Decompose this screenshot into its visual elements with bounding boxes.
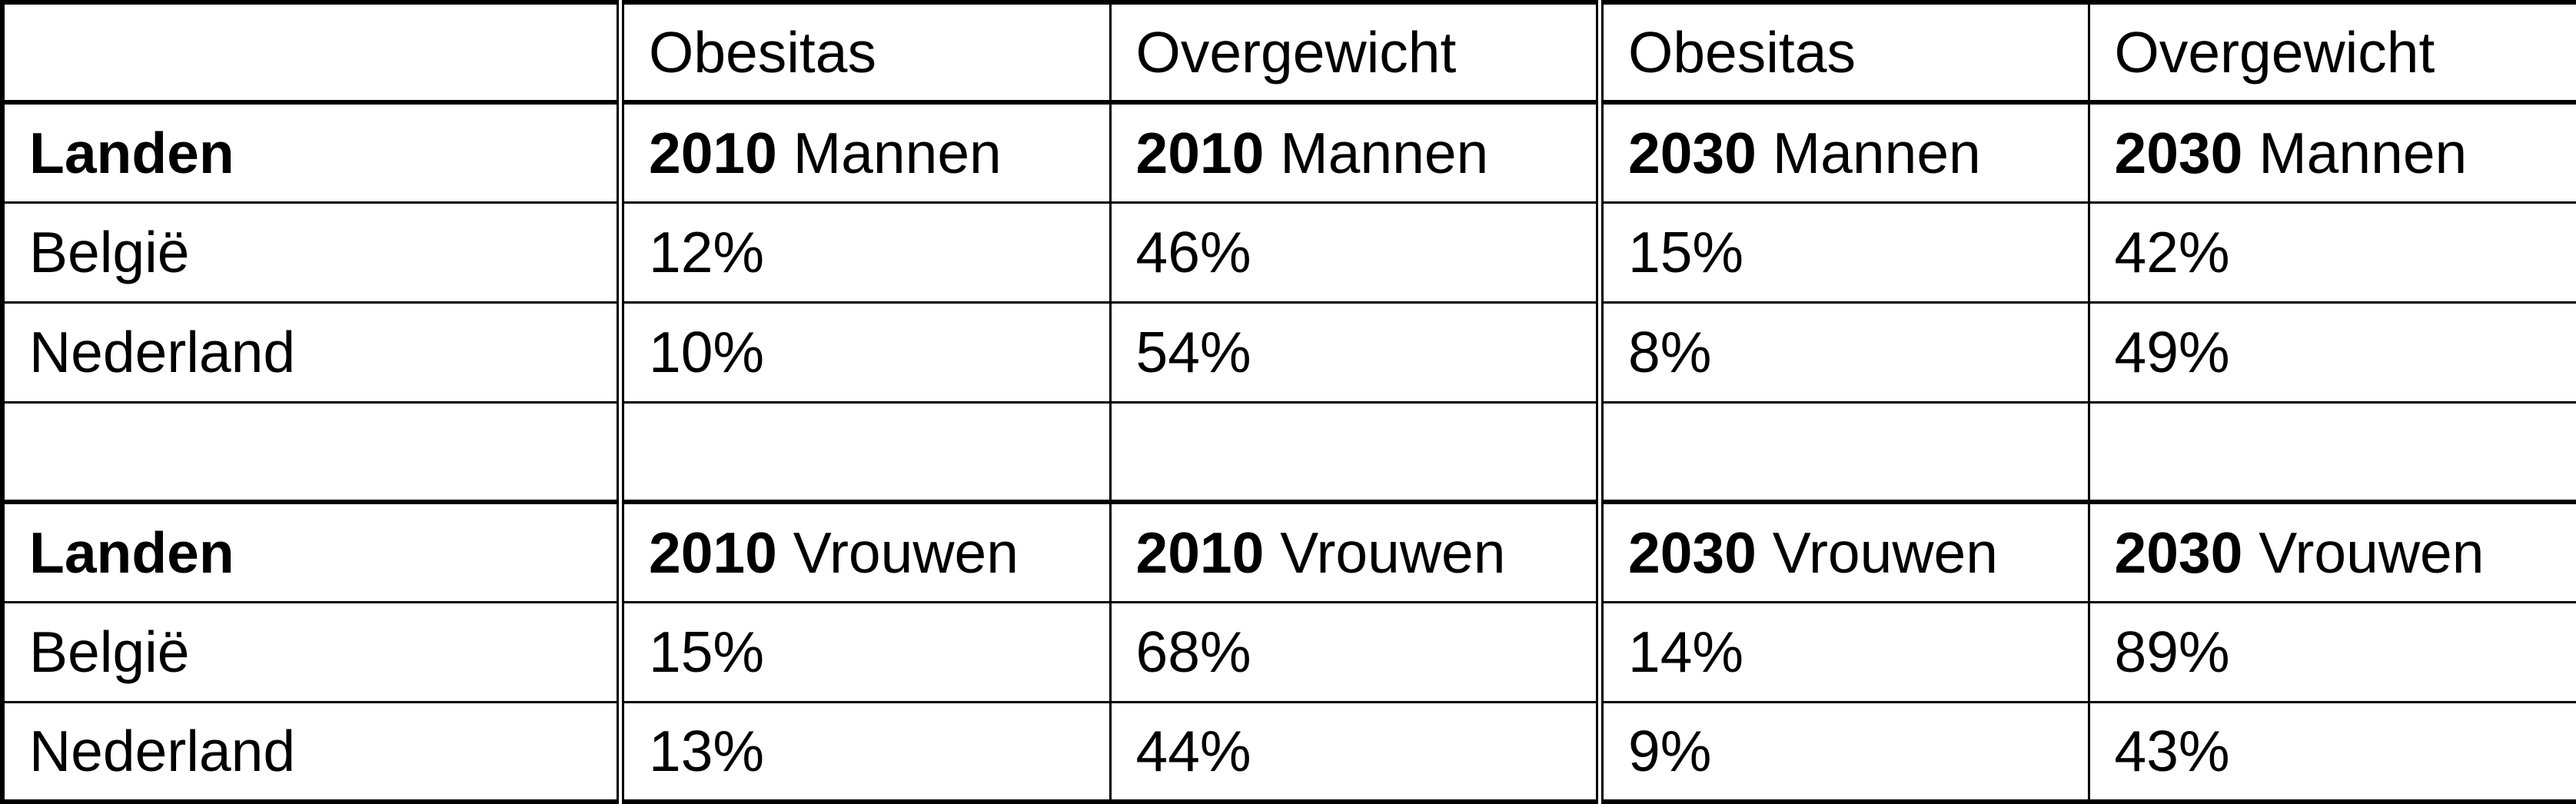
women-2010-overgewicht-header-cell: 2010 Vrouwen (1109, 500, 1601, 603)
group-label: Vrouwen (793, 520, 1019, 585)
year-label: 2030 (1628, 520, 1757, 585)
men-2030-overgewicht-header-cell: 2030 Mannen (2087, 100, 2576, 204)
value-cell: 15% (1596, 201, 2090, 304)
value-cell: 10% (617, 301, 1112, 404)
value-cell: 42% (2087, 201, 2576, 304)
landen-header-cell: Landen (1, 100, 622, 204)
value-cell: 46% (1109, 201, 1601, 304)
empty-corner-cell (1, 1, 622, 104)
year-label: 2010 (1135, 520, 1265, 585)
year-label: 2010 (1135, 120, 1265, 185)
empty-cell (1109, 400, 1601, 503)
value-cell: 15% (617, 600, 1112, 703)
country-cell: België (1, 600, 622, 703)
value-cell: 43% (2087, 700, 2576, 803)
empty-cell (617, 400, 1112, 503)
header-cell-overgewicht-2010: Overgewicht (1109, 1, 1601, 104)
header-cell-obesitas-2030: Obesitas (1596, 1, 2090, 104)
empty-cell (1, 400, 622, 503)
value-cell: 9% (1596, 700, 2090, 803)
year-label: 2030 (2114, 520, 2243, 585)
men-header-row: Landen 2010 Mannen 2010 Mannen 2030 Mann… (1, 100, 2576, 204)
value-cell: 49% (2087, 301, 2576, 404)
group-label: Vrouwen (1280, 520, 1506, 585)
spacer-row (1, 400, 2576, 503)
year-label: 2010 (649, 520, 777, 585)
year-label: 2010 (649, 120, 777, 185)
empty-cell (1596, 400, 2090, 503)
year-label: 2030 (1628, 120, 1757, 185)
value-cell: 14% (1596, 600, 2090, 703)
group-label: Vrouwen (2259, 520, 2485, 585)
country-cell: Nederland (1, 301, 622, 404)
country-cell: Nederland (1, 700, 622, 803)
group-label: Mannen (1280, 120, 1489, 185)
header-cell-overgewicht-2030: Overgewicht (2087, 1, 2576, 104)
men-2010-overgewicht-header-cell: 2010 Mannen (1109, 100, 1601, 204)
value-cell: 68% (1109, 600, 1601, 703)
women-2030-overgewicht-header-cell: 2030 Vrouwen (2087, 500, 2576, 603)
men-netherlands-row: Nederland 10% 54% 8% 49% (1, 301, 2576, 404)
men-belgium-row: België 12% 46% 15% 42% (1, 201, 2576, 304)
year-label: 2030 (2114, 120, 2243, 185)
women-2030-obesitas-header-cell: 2030 Vrouwen (1596, 500, 2090, 603)
country-cell: België (1, 201, 622, 304)
group-label: Mannen (2259, 120, 2468, 185)
men-2010-obesitas-header-cell: 2010 Mannen (617, 100, 1112, 204)
group-label: Mannen (793, 120, 1002, 185)
men-2030-obesitas-header-cell: 2030 Mannen (1596, 100, 2090, 204)
empty-cell (2087, 400, 2576, 503)
value-cell: 89% (2087, 600, 2576, 703)
women-header-row: Landen 2010 Vrouwen 2010 Vrouwen 2030 Vr… (1, 500, 2576, 603)
value-cell: 8% (1596, 301, 2090, 404)
women-2010-obesitas-header-cell: 2010 Vrouwen (617, 500, 1112, 603)
header-cell-obesitas-2010: Obesitas (617, 1, 1112, 104)
landen-header-cell: Landen (1, 500, 622, 603)
category-header-row: Obesitas Overgewicht Obesitas Overgewich… (1, 1, 2576, 104)
group-label: Mannen (1772, 120, 1981, 185)
value-cell: 13% (617, 700, 1112, 803)
value-cell: 54% (1109, 301, 1601, 404)
group-label: Vrouwen (1772, 520, 1998, 585)
women-netherlands-row: Nederland 13% 44% 9% 43% (1, 700, 2576, 803)
value-cell: 12% (617, 201, 1112, 304)
value-cell: 44% (1109, 700, 1601, 803)
women-belgium-row: België 15% 68% 14% 89% (1, 600, 2576, 703)
